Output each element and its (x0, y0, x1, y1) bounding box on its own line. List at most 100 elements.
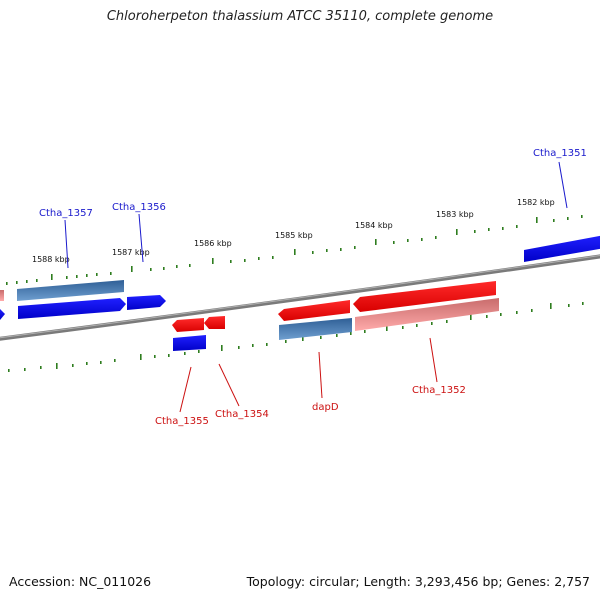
tick-mark (252, 344, 254, 347)
scale-label: 1582 kbp (517, 198, 555, 207)
gene-feature[interactable] (17, 280, 124, 301)
tick-mark (100, 361, 102, 364)
tick-mark (40, 366, 42, 369)
tick-mark (326, 249, 328, 252)
cds-arrow[interactable] (278, 300, 350, 321)
accession-text: Accession: NC_011026 (9, 574, 152, 589)
tick-mark (6, 282, 8, 285)
tick-mark (140, 354, 142, 360)
tick-mark (456, 229, 458, 235)
tick-mark (66, 276, 68, 279)
gene-labels: Ctha_1351 Ctha_1356 Ctha_1357 Ctha_1352 … (39, 148, 587, 427)
leader-line (64, 219, 69, 269)
tick-mark (212, 258, 214, 264)
tick-mark (285, 340, 287, 343)
leader-line (558, 161, 568, 209)
tick-mark (16, 281, 18, 284)
forward-features (0, 235, 600, 320)
tick-mark (131, 266, 133, 272)
tick-mark (294, 249, 296, 255)
tick-mark (470, 314, 472, 320)
gene-label: Ctha_1351 (533, 148, 587, 159)
tick-mark (568, 304, 570, 307)
tick-mark (474, 230, 476, 233)
tick-mark (354, 246, 356, 249)
tick-mark (168, 354, 170, 357)
genome-backbone (0, 254, 600, 341)
cds-arrow[interactable] (0, 309, 5, 320)
tick-mark (86, 274, 88, 277)
tick-mark (24, 368, 26, 371)
gene-label: Ctha_1354 (215, 409, 269, 420)
tick-mark (258, 257, 260, 260)
cds-arrow[interactable] (353, 281, 496, 312)
gene-feature[interactable] (173, 335, 206, 351)
tick-mark (272, 256, 274, 259)
tick-mark (238, 346, 240, 349)
reverse-features (172, 281, 499, 351)
tick-mark (582, 302, 584, 305)
tick-mark (302, 335, 304, 341)
tick-mark (407, 239, 409, 242)
scale-label: 1587 kbp (112, 248, 150, 257)
tick-mark (26, 280, 28, 283)
tick-mark (550, 303, 552, 309)
tick-mark (488, 228, 490, 231)
tick-mark (56, 363, 58, 369)
tick-mark (184, 352, 186, 355)
tick-mark (431, 322, 433, 325)
upper-tick-track (6, 215, 583, 285)
cds-arrow[interactable] (127, 295, 166, 310)
tick-mark (76, 275, 78, 278)
tick-mark (516, 311, 518, 314)
tick-mark (553, 219, 555, 222)
lower-tick-track (8, 302, 584, 372)
cds-arrow[interactable] (204, 316, 225, 329)
scale-label: 1586 kbp (194, 239, 232, 248)
scale-label: 1585 kbp (275, 231, 313, 240)
gene-feature[interactable] (279, 318, 352, 340)
cds-arrow[interactable] (524, 235, 600, 262)
tick-mark (336, 334, 338, 337)
tick-mark (340, 248, 342, 251)
cds-arrow[interactable] (172, 318, 204, 332)
gene-label: Ctha_1356 (112, 202, 166, 213)
label-leaders (64, 161, 568, 413)
gene-feature[interactable] (0, 290, 4, 301)
cds-arrow[interactable] (18, 298, 126, 319)
tick-mark (221, 345, 223, 351)
leader-line (138, 213, 144, 263)
tick-mark (350, 332, 352, 335)
leader-line (218, 363, 240, 407)
gene-label: Ctha_1352 (412, 385, 466, 396)
tick-mark (150, 268, 152, 271)
gene-label: Ctha_1355 (155, 416, 209, 427)
gene-label: Ctha_1357 (39, 208, 93, 219)
scale-label: 1583 kbp (436, 210, 474, 219)
tick-mark (516, 225, 518, 228)
tick-mark (163, 267, 165, 270)
gene-label: dapD (312, 402, 339, 413)
tick-mark (502, 227, 504, 230)
gene-feature[interactable] (355, 298, 499, 331)
leader-line (429, 337, 438, 383)
tick-mark (567, 217, 569, 220)
map-title: Chloroherpeton thalassium ATCC 35110, co… (106, 9, 494, 24)
tick-mark (198, 350, 200, 353)
tick-mark (536, 217, 538, 223)
tick-mark (386, 325, 388, 331)
tick-mark (364, 330, 366, 333)
tick-mark (244, 259, 246, 262)
tick-mark (416, 324, 418, 327)
tick-mark (176, 265, 178, 268)
tick-mark (486, 315, 488, 318)
tick-mark (72, 364, 74, 367)
tick-mark (421, 238, 423, 241)
tick-mark (96, 273, 98, 276)
leader-line (318, 351, 323, 399)
tick-mark (51, 274, 53, 280)
tick-mark (189, 264, 191, 267)
tick-mark (402, 326, 404, 329)
scale-label: 1588 kbp (32, 255, 70, 264)
